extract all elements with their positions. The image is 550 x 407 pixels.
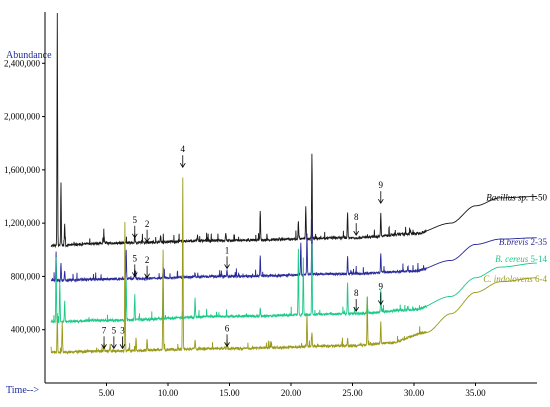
peak-label: 5 bbox=[133, 215, 138, 225]
peak-label: 9 bbox=[379, 281, 384, 291]
peak-annotation: 4 bbox=[179, 144, 186, 168]
y-tick-label: 2,400,000 bbox=[4, 58, 41, 68]
peak-annotation: 5 bbox=[131, 253, 138, 278]
peak-arrow-head bbox=[101, 344, 107, 350]
peak-annotation: 1 bbox=[224, 245, 230, 270]
peak-arrow-head bbox=[353, 306, 360, 312]
legend-entry: C. indolovens 6-4 bbox=[483, 274, 547, 284]
peak-label: 4 bbox=[181, 144, 186, 154]
series-line bbox=[50, 218, 537, 283]
x-tick-label: 20.00 bbox=[281, 388, 302, 398]
y-tick-label: 2,000,000 bbox=[4, 112, 41, 122]
x-tick-label: 5.00 bbox=[99, 388, 115, 398]
peak-annotation: 5 bbox=[111, 325, 117, 350]
y-tick-label: 1,600,000 bbox=[4, 165, 41, 175]
peak-label: 5 bbox=[133, 253, 138, 263]
x-tick-label: 25.00 bbox=[342, 388, 363, 398]
peak-label: 1 bbox=[225, 245, 230, 255]
peak-annotation: 7 bbox=[101, 325, 107, 350]
peak-label: 9 bbox=[379, 180, 384, 190]
peak-annotation: 9 bbox=[377, 281, 384, 306]
y-tick-label: 1,200,000 bbox=[4, 218, 41, 228]
traces bbox=[50, 12, 537, 355]
legend-entry: Bacillus sp. 1-50 bbox=[486, 193, 547, 203]
peak-label: 6 bbox=[225, 323, 230, 333]
x-tick-label: 35.00 bbox=[465, 388, 486, 398]
series-line bbox=[50, 12, 537, 249]
peak-annotation: 8 bbox=[353, 212, 360, 236]
peak-annotation: 2 bbox=[144, 219, 150, 243]
peak-arrow-head bbox=[224, 264, 230, 270]
peak-arrow-head bbox=[144, 237, 150, 243]
x-tick-label: 10.00 bbox=[158, 388, 179, 398]
peak-arrow-head bbox=[377, 198, 384, 204]
series-line bbox=[50, 177, 537, 355]
peak-label: 2 bbox=[145, 255, 150, 265]
axes: 400,000 800,000 1,200,000 1,600,000 2,000,00… bbox=[4, 12, 537, 398]
x-axis-label: Time--> bbox=[6, 385, 39, 396]
peak-annotation: 2 bbox=[144, 255, 150, 279]
peak-label: 8 bbox=[354, 288, 359, 298]
peak-arrow-head bbox=[111, 344, 117, 350]
x-tick-label: 15.00 bbox=[219, 388, 240, 398]
y-axis-label: Abundance bbox=[6, 50, 52, 61]
peak-arrow-head bbox=[131, 233, 138, 239]
peak-label: 3 bbox=[120, 325, 125, 335]
peak-arrow-head bbox=[179, 162, 186, 168]
peak-annotation: 6 bbox=[224, 323, 230, 348]
peak-annotation: 5 bbox=[131, 215, 138, 239]
peak-label: 7 bbox=[102, 325, 107, 335]
peak-arrow-head bbox=[144, 273, 150, 279]
legend-entry: B. cereus 5-14 bbox=[495, 254, 547, 264]
y-tick-label: 800,000 bbox=[11, 271, 41, 281]
y-tick-label: 400,000 bbox=[11, 325, 41, 335]
peak-annotation: 9 bbox=[377, 180, 384, 204]
legend-entry: B.brevis 2-35 bbox=[499, 237, 548, 247]
x-tick-label: 30.00 bbox=[404, 388, 425, 398]
peak-arrow-head bbox=[377, 300, 384, 306]
peak-label: 2 bbox=[145, 219, 150, 229]
peak-arrow-head bbox=[131, 272, 138, 278]
peak-annotation: 8 bbox=[353, 288, 360, 312]
legend: Bacillus sp. 1-50 B.brevis 2-35 B. cereus … bbox=[483, 193, 547, 284]
series-line bbox=[50, 243, 537, 324]
peak-label: 8 bbox=[354, 212, 359, 222]
peak-label: 5 bbox=[112, 325, 117, 335]
peak-arrow-head bbox=[119, 344, 126, 350]
peak-annotation: 3 bbox=[119, 325, 126, 350]
peak-arrow-head bbox=[224, 342, 230, 348]
peak-arrow-head bbox=[353, 230, 360, 236]
